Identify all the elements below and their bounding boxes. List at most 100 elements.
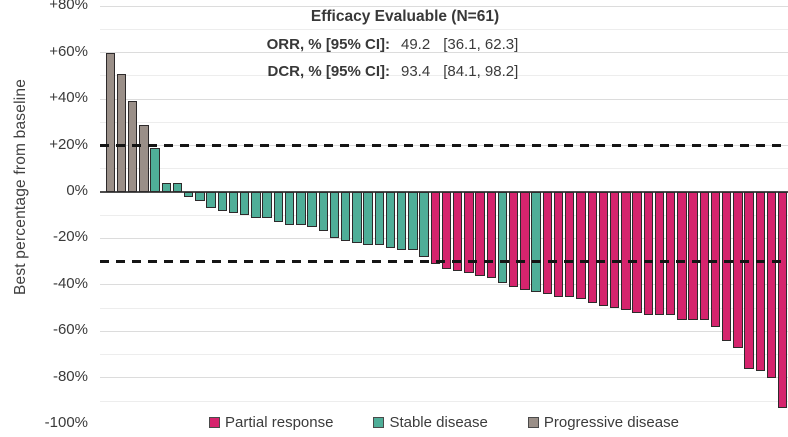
y-tick-label: +80% <box>49 0 88 14</box>
bar-patient-46 <box>609 192 620 309</box>
legend-swatch-sd-icon <box>373 416 385 428</box>
reference-line-plus20 <box>100 144 788 148</box>
dcr-ci: [84.1, 98.2] <box>443 63 519 80</box>
bar-patient-32 <box>453 192 463 271</box>
dcr-label: DCR, % [95% CI]: <box>267 63 390 80</box>
bar-patient-52 <box>677 192 687 320</box>
bar-patient-9 <box>195 192 205 202</box>
bar-patient-11 <box>217 192 228 211</box>
legend-label-sd: Stable disease <box>389 413 488 431</box>
bar-patient-41 <box>553 192 564 297</box>
bar-patient-19 <box>307 192 317 227</box>
legend: Partial response Stable disease Progressiv… <box>100 409 788 435</box>
bar-patient-35 <box>486 192 497 278</box>
y-tick-label: -60% <box>52 321 88 339</box>
legend-item-pd: Progressive disease <box>527 413 679 431</box>
legend-item-pr: Partial response <box>209 414 333 431</box>
bar-patient-7 <box>172 182 183 192</box>
legend-item-sd: Stable disease <box>373 413 488 431</box>
bar-patient-14 <box>251 192 261 218</box>
major-gridline <box>100 52 788 54</box>
bar-patient-55 <box>710 192 721 327</box>
bar-patient-23 <box>352 192 362 244</box>
bar-patient-10 <box>206 192 216 209</box>
bar-patient-38 <box>520 192 530 290</box>
major-gridline <box>100 98 788 100</box>
bar-patient-34 <box>475 192 485 276</box>
bar-patient-2 <box>116 73 127 192</box>
bar-patient-51 <box>665 192 676 316</box>
minor-gridline <box>100 354 788 356</box>
bar-patient-56 <box>721 192 732 341</box>
bar-patient-44 <box>587 192 597 304</box>
minor-gridline <box>100 121 788 123</box>
y-tick-label: -20% <box>52 228 88 246</box>
bar-patient-59 <box>755 192 765 371</box>
bar-patient-45 <box>598 192 609 306</box>
y-tick-label: +40% <box>49 89 88 107</box>
bar-patient-16 <box>273 192 284 223</box>
major-gridline <box>100 5 788 7</box>
bar-patient-15 <box>262 192 272 218</box>
bar-patient-37 <box>509 192 519 288</box>
bar-patient-4 <box>139 124 149 192</box>
bar-patient-25 <box>374 192 384 246</box>
bar-patient-29 <box>419 192 429 258</box>
bar-patient-49 <box>643 192 653 316</box>
bar-patient-21 <box>329 192 340 239</box>
bar-patient-50 <box>654 192 665 316</box>
bar-patient-30 <box>430 192 440 264</box>
major-gridline <box>100 284 788 286</box>
bar-patient-48 <box>632 192 642 313</box>
bar-patient-5 <box>150 147 160 192</box>
bar-patient-27 <box>396 192 407 251</box>
bar-patient-60 <box>766 192 777 378</box>
orr-ci: [36.1, 62.3] <box>443 36 519 53</box>
legend-swatch-pr-icon <box>209 416 221 428</box>
y-tick-label: 0% <box>66 182 88 199</box>
reference-line-minus30 <box>100 260 788 264</box>
bar-patient-26 <box>385 192 396 248</box>
bar-patient-40 <box>542 192 553 295</box>
bar-patient-54 <box>699 192 709 320</box>
bar-patient-28 <box>408 192 418 251</box>
major-gridline <box>100 330 788 332</box>
bar-patient-39 <box>531 192 541 292</box>
dcr-row: DCR, % [95% CI]: 93.4 [84.1, 98.2] <box>240 63 570 80</box>
legend-label-pd: Progressive disease <box>543 413 679 431</box>
y-tick-label: -40% <box>52 274 88 292</box>
major-gridline <box>100 377 788 379</box>
y-tick-label: +60% <box>49 42 88 60</box>
bar-patient-58 <box>744 192 754 369</box>
minor-gridline <box>100 28 788 30</box>
legend-swatch-pd-icon <box>527 416 539 428</box>
dcr-value: 93.4 <box>401 63 431 80</box>
bar-patient-31 <box>441 192 452 269</box>
minor-gridline <box>100 400 788 402</box>
y-tick-label: -100% <box>44 414 88 432</box>
bar-patient-1 <box>105 52 115 192</box>
bar-patient-18 <box>296 192 306 225</box>
bar-patient-12 <box>228 192 239 213</box>
bar-patient-43 <box>576 192 586 299</box>
orr-row: ORR, % [95% CI]: 49.2 [36.1, 62.3] <box>240 36 570 53</box>
bar-patient-13 <box>240 192 250 216</box>
annotation-title: Efficacy Evaluable (N=61) <box>310 8 500 25</box>
bar-patient-6 <box>161 182 172 192</box>
bar-patient-20 <box>318 192 328 232</box>
bar-patient-24 <box>363 192 373 246</box>
bar-patient-36 <box>497 192 508 283</box>
bar-patient-22 <box>340 192 351 241</box>
minor-gridline <box>100 75 788 77</box>
minor-gridline <box>100 168 788 170</box>
bar-patient-53 <box>688 192 698 320</box>
legend-label-pr: Partial response <box>225 413 334 431</box>
bar-patient-61 <box>778 192 788 408</box>
bar-patient-42 <box>565 192 575 297</box>
efficacy-annotation: Efficacy Evaluable (N=61) ORR, % [95% CI… <box>240 8 570 80</box>
y-tick-label: +20% <box>49 135 88 153</box>
bar-patient-33 <box>464 192 474 274</box>
bar-patient-17 <box>284 192 295 225</box>
minor-gridline <box>100 307 788 309</box>
